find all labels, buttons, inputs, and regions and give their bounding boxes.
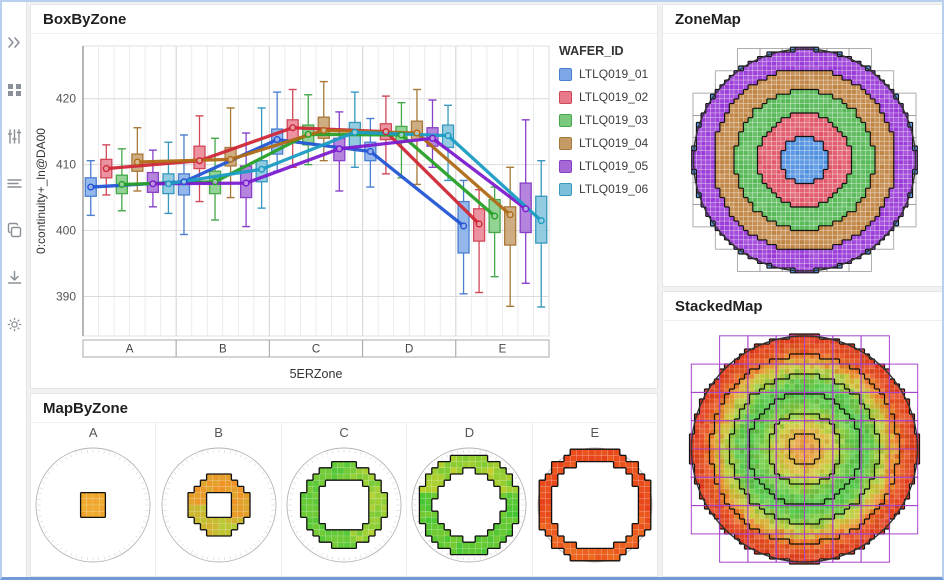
mapbyzone-wafer-B [161,447,277,563]
list-lines-icon[interactable] [6,175,23,192]
legend-item[interactable]: LTLQ019_06 [559,182,655,196]
mapbyzone-cell-E[interactable]: E [533,423,657,576]
zonemap-chart[interactable] [663,34,944,287]
panel-mapbyzone: MapByZone A B C D E [30,392,658,577]
legend-item[interactable]: LTLQ019_04 [559,136,655,150]
legend-swatch [559,136,572,150]
mapbyzone-label: D [464,424,475,440]
copy-layers-icon[interactable] [6,222,23,239]
legend-item[interactable]: LTLQ019_05 [559,159,655,173]
legend-label: LTLQ019_05 [579,159,649,173]
mapbyzone-label: C [339,424,349,440]
panel-zonemap: ZoneMap [662,4,944,287]
dashboard-grid-icon[interactable] [6,81,23,98]
mapbyzone-wafer-C [286,447,402,563]
boxbyzone-title: BoxByZone [31,5,657,34]
mapbyzone-cell-C[interactable]: C [282,422,408,576]
svg-text:D: D [405,344,413,356]
legend-label: LTLQ019_01 [579,67,649,81]
legend-swatch [559,182,572,196]
settings-gear-icon[interactable] [6,316,23,333]
mapbyzone-title: MapByZone [31,394,657,423]
panel-stackedmap: StackedMap [662,291,944,577]
legend-item[interactable]: LTLQ019_03 [559,113,655,127]
mapbyzone-cell-D[interactable]: D [407,422,533,576]
zonemap-title: ZoneMap [663,5,942,34]
boxbyzone-chart[interactable]: 390 400 410 420 A B C D E 5ERZone 0:continuity+_ln… [31,34,559,386]
collapse-chevrons-right-icon[interactable] [6,34,23,51]
dashboard-grid: BoxByZone 390 400 410 420 A B C D E 5ERZone 0:cont… [27,2,944,577]
download-icon[interactable] [6,269,23,286]
svg-text:E: E [499,344,507,356]
stackedmap-title: StackedMap [663,292,942,321]
svg-text:A: A [126,344,134,356]
legend-item[interactable]: LTLQ019_02 [559,90,655,104]
legend-swatch [559,67,572,81]
mapbyzone-cell-A[interactable]: A [31,422,157,576]
mapbyzone-wafer-E [537,447,653,563]
svg-text:B: B [219,344,227,356]
stackedmap-chart[interactable] [663,321,944,577]
mapbyzone-label: E [590,424,600,440]
legend-label: LTLQ019_03 [579,113,649,127]
panel-boxbyzone: BoxByZone 390 400 410 420 A B C D E 5ERZone 0:cont… [30,4,658,389]
legend-title: WAFER_ID [559,44,624,58]
svg-text:0:continuity+_ln@DA00: 0:continuity+_ln@DA00 [34,128,48,254]
legend-label: LTLQ019_04 [579,136,649,150]
svg-text:410: 410 [56,158,76,172]
mapbyzone-label: B [214,424,223,440]
mapbyzone-cell-B[interactable]: B [156,422,282,576]
legend-item[interactable]: LTLQ019_01 [559,67,655,81]
sidebar [2,2,27,577]
legend-label: LTLQ019_06 [579,182,649,196]
mapbyzone-label: A [88,424,98,440]
legend-swatch [559,113,572,127]
legend-swatch [559,159,572,173]
mapbyzone-wafer-D [411,447,527,563]
sliders-vertical-icon[interactable] [6,128,23,145]
mapbyzone-wafer-A [35,447,151,563]
legend-swatch [559,90,572,104]
wafer-legend: WAFER_ID LTLQ019_01 LTLQ019_02 LTLQ019_03 L… [559,34,657,386]
legend-label: LTLQ019_02 [579,90,649,104]
svg-text:390: 390 [56,289,76,303]
svg-text:C: C [312,344,320,356]
svg-text:420: 420 [56,92,76,106]
svg-text:5ERZone: 5ERZone [290,367,343,381]
svg-text:400: 400 [56,224,76,238]
